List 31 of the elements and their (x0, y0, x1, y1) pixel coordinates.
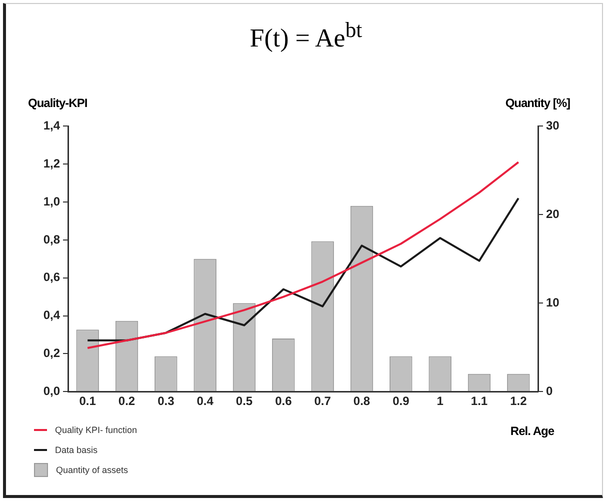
y-tick-label: 0,6 (43, 270, 60, 284)
x-tick-label: 1.2 (510, 394, 528, 408)
x-tick-label: 0.2 (118, 394, 136, 408)
y-tick-label: 0,8 (43, 232, 60, 246)
x-tick-label: 0.3 (158, 394, 175, 408)
x-tick-label: 0.1 (79, 394, 96, 408)
x-tick-label: 0.8 (353, 394, 370, 408)
x-tick-label: 0.5 (236, 394, 253, 408)
y2-axis-title: Quantity [%] (505, 96, 570, 110)
y2-tick-label: 30 (546, 118, 560, 133)
y-tick-label: 1,2 (43, 156, 60, 170)
y-tick-label: 1,4 (43, 118, 60, 133)
x-tick-label: 1.1 (470, 394, 488, 408)
x-axis-title: Rel. Age (510, 424, 554, 438)
y-tick-label: 0,4 (43, 308, 60, 322)
y-axis-title: Quality-KPI (28, 96, 88, 110)
legend-label: Quality KPI- function (55, 425, 138, 435)
y-tick-label: 1,0 (43, 194, 60, 208)
chart-title: F(t) = Ae$^{bt}$ (248, 18, 364, 54)
y2-tick-label: 10 (546, 295, 560, 310)
x-tick-label: 0.9 (392, 394, 410, 408)
y2-tick-label: 0 (546, 384, 553, 398)
x-tick-label: 0.4 (196, 394, 214, 408)
y-tick-label: 0,2 (43, 346, 60, 360)
legend-label: Quantity of assets (56, 465, 128, 475)
legend-label: Data basis (55, 445, 98, 455)
x-tick-label: 1 (436, 394, 444, 408)
x-tick-label: 0.6 (275, 394, 292, 408)
x-tick-label: 0.7 (314, 394, 332, 408)
y2-tick-label: 20 (546, 206, 560, 221)
y-tick-label: 0,0 (43, 384, 60, 398)
